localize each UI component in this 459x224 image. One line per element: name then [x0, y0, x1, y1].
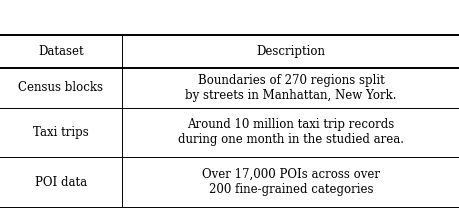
Text: Taxi trips: Taxi trips: [33, 126, 89, 139]
Text: Description: Description: [256, 45, 325, 58]
Text: Census blocks: Census blocks: [18, 81, 103, 95]
Text: Around 10 million taxi trip records
during one month in the studied area.: Around 10 million taxi trip records duri…: [178, 118, 403, 146]
Text: POI data: POI data: [35, 175, 87, 189]
Text: Dataset: Dataset: [38, 45, 84, 58]
Text: Boundaries of 270 regions split
by streets in Manhattan, New York.: Boundaries of 270 regions split by stree…: [185, 74, 396, 102]
Text: Over 17,000 POIs across over
200 fine-grained categories: Over 17,000 POIs across over 200 fine-gr…: [202, 168, 379, 196]
